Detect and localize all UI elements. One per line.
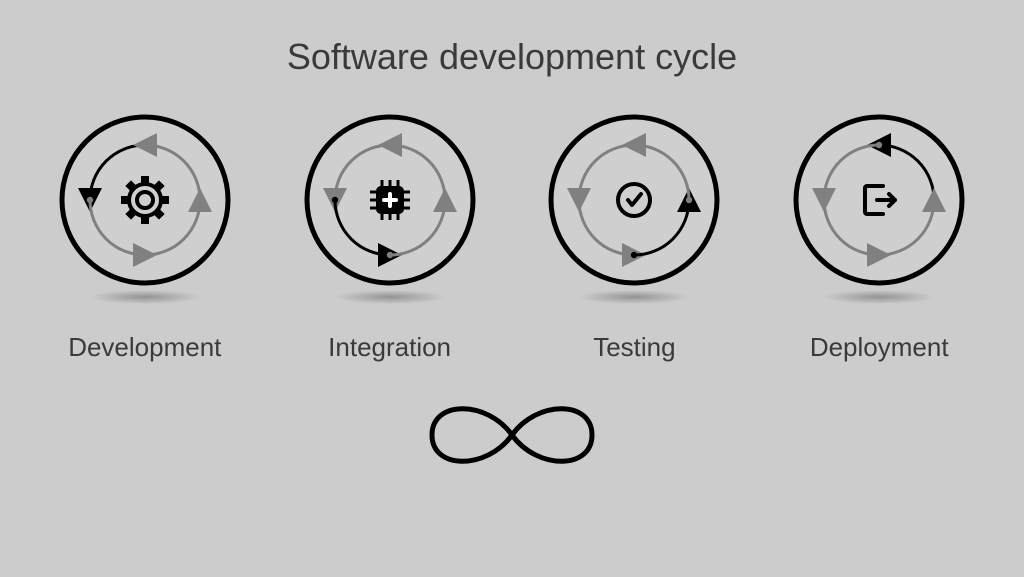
stage-label-testing: Testing xyxy=(593,332,675,363)
stage-development: Development xyxy=(45,110,245,363)
badge-testing xyxy=(544,110,724,290)
stage-label-integration: Integration xyxy=(328,332,451,363)
page-title: Software development cycle xyxy=(287,36,737,78)
stage-integration: Integration xyxy=(290,110,490,363)
stage-testing: Testing xyxy=(534,110,734,363)
badge-svg xyxy=(789,110,969,290)
badge-development xyxy=(55,110,235,290)
badge-svg xyxy=(300,110,480,290)
infinity-symbol xyxy=(412,385,612,485)
badge-integration xyxy=(300,110,480,290)
badge-svg xyxy=(55,110,235,290)
badge-shadow xyxy=(579,290,689,304)
badge-shadow xyxy=(335,290,445,304)
stage-label-deployment: Deployment xyxy=(810,332,949,363)
stage-deployment: Deployment xyxy=(779,110,979,363)
badge-shadow xyxy=(824,290,934,304)
badge-svg xyxy=(544,110,724,290)
badge-shadow xyxy=(90,290,200,304)
stage-label-development: Development xyxy=(68,332,221,363)
badge-deployment xyxy=(789,110,969,290)
stages-row: Development xyxy=(0,110,1024,363)
